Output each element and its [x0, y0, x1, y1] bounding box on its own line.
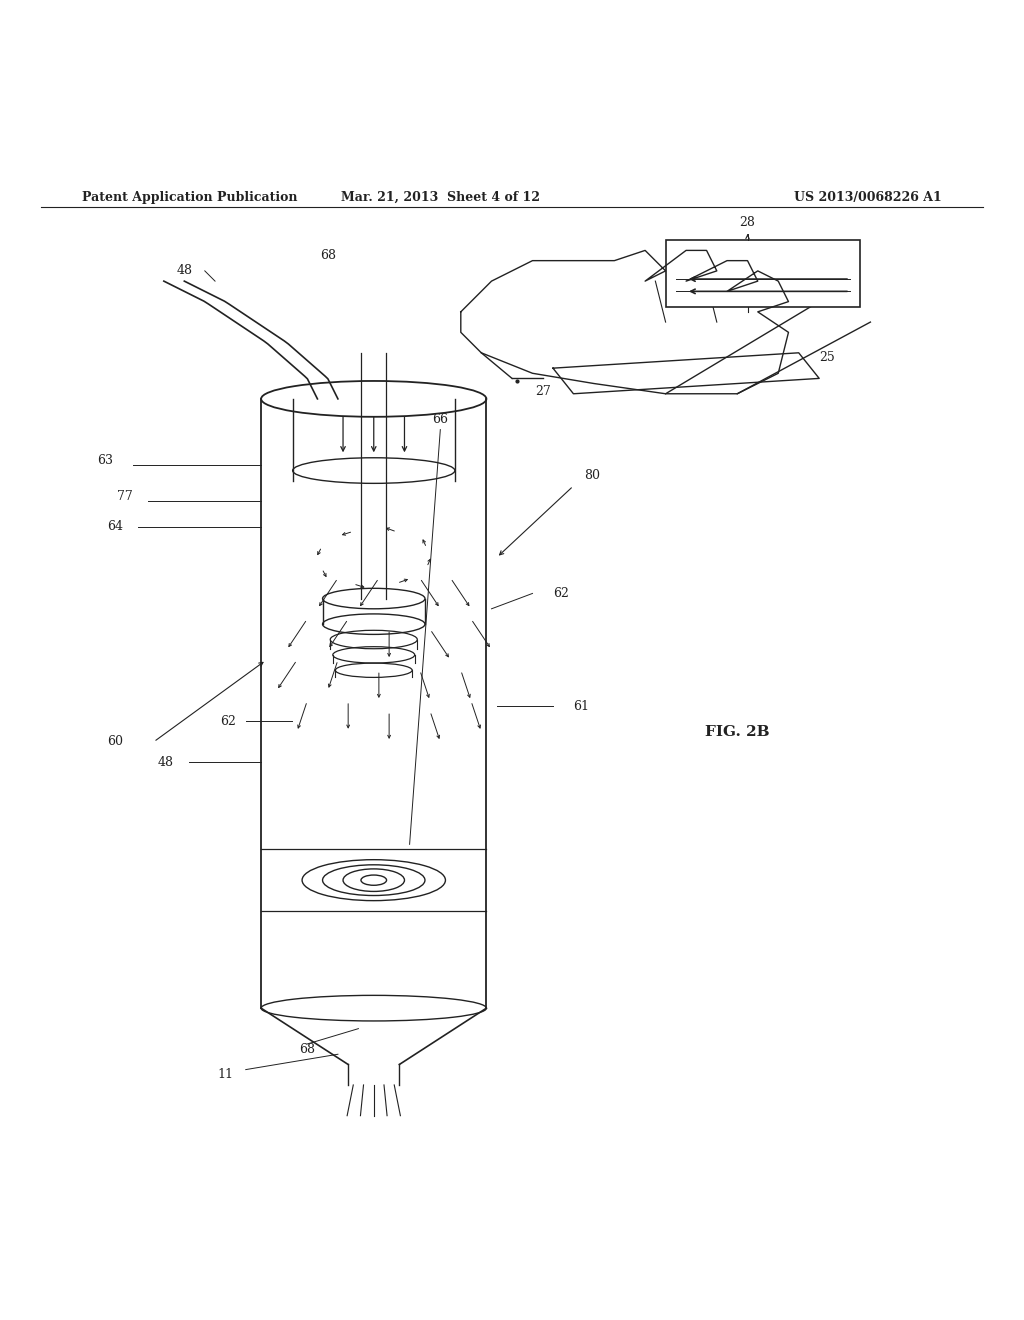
Text: 80: 80	[584, 469, 600, 482]
Text: 68: 68	[299, 1043, 315, 1056]
Text: US 2013/0068226 A1: US 2013/0068226 A1	[795, 190, 942, 203]
Text: 64: 64	[106, 520, 123, 533]
Text: 63: 63	[96, 454, 113, 467]
Text: 25: 25	[819, 351, 835, 364]
Text: 48: 48	[158, 756, 174, 768]
Text: 66: 66	[432, 413, 449, 426]
Text: Mar. 21, 2013  Sheet 4 of 12: Mar. 21, 2013 Sheet 4 of 12	[341, 190, 540, 203]
Text: 68: 68	[319, 249, 336, 261]
FancyBboxPatch shape	[666, 240, 860, 306]
Text: 60: 60	[106, 735, 123, 748]
Text: 61: 61	[573, 700, 590, 713]
Text: 48: 48	[176, 264, 193, 277]
Text: 28: 28	[739, 216, 756, 230]
Text: 11: 11	[217, 1068, 233, 1081]
Text: 27: 27	[535, 385, 551, 399]
Text: FIG. 2B: FIG. 2B	[705, 725, 770, 739]
Text: 62: 62	[219, 715, 236, 727]
Text: 77: 77	[118, 490, 133, 503]
Text: Patent Application Publication: Patent Application Publication	[82, 190, 297, 203]
Text: 62: 62	[553, 587, 569, 599]
